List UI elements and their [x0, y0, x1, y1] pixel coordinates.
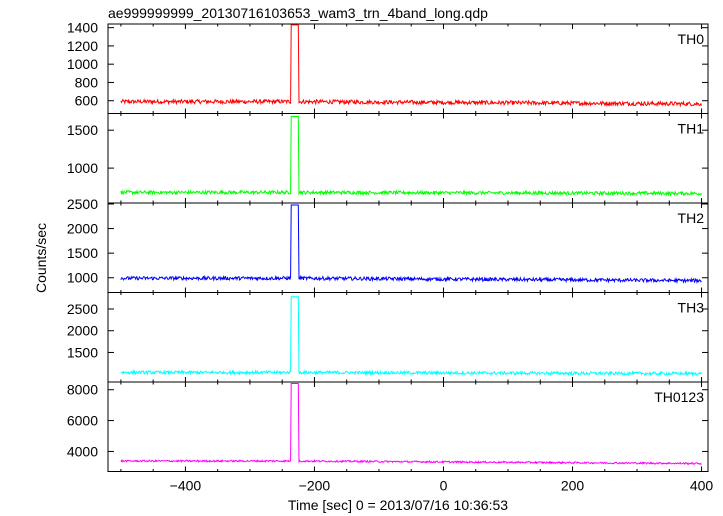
y-tick-label: 2500: [67, 196, 98, 212]
y-tick-label: 1200: [67, 38, 98, 54]
y-tick-label: 4000: [67, 443, 98, 459]
panel-th2: 1000 1500 2000 2500 TH2: [67, 196, 709, 293]
y-tick-label: 6000: [67, 413, 98, 429]
y-tick-label: 1000: [67, 56, 98, 72]
panel-frame: [107, 292, 709, 383]
chart-title: ae999999999_20130716103653_wam3_trn_4ban…: [108, 5, 488, 21]
y-tick-label: 2000: [67, 323, 98, 339]
y-tick-label: 2000: [67, 221, 98, 237]
x-tick-label: −400: [170, 478, 202, 494]
y-tick-label: 800: [75, 74, 99, 90]
y-axis-label: Counts/sec: [33, 223, 49, 293]
panel-frame: [107, 113, 709, 204]
y-tick-label: 1400: [67, 20, 98, 36]
panel-th1: 1000 1500 TH1: [67, 113, 709, 204]
x-tick-label: 200: [561, 478, 585, 494]
y-tick-label: 600: [75, 93, 99, 109]
panel-th0: 600 800 1000 1200 1400 TH0: [67, 20, 709, 114]
y-tick-label: 1000: [67, 270, 98, 286]
x-axis: −400 −200 0 200 400: [170, 478, 714, 494]
panel-label: TH3: [678, 300, 705, 316]
panel-frame: [107, 381, 709, 472]
panel-label: TH0: [678, 31, 705, 47]
panel-group: 600 800 1000 1200 1400 TH0 1000 1500 TH1 1000 1500…: [67, 20, 709, 472]
y-tick-label: 2500: [67, 301, 98, 317]
y-tick-label: 1500: [67, 344, 98, 360]
series-line-th2: [120, 204, 702, 285]
x-tick-label: −200: [299, 478, 331, 494]
panel-th3: 1500 2000 2500 TH3: [67, 292, 709, 383]
series-line-th3: [120, 296, 702, 377]
series-line-th0123: [120, 383, 702, 466]
y-tick-label: 1500: [67, 245, 98, 261]
y-tick-label: 1000: [67, 160, 98, 176]
panel-label: TH2: [678, 210, 705, 226]
panel-th0123: 4000 6000 8000 TH0123: [67, 381, 709, 472]
series-line-th0: [120, 24, 702, 108]
x-tick-label: 400: [690, 478, 714, 494]
x-tick-label: 0: [440, 478, 448, 494]
y-tick-label: 1500: [67, 122, 98, 138]
panel-label: TH0123: [654, 389, 704, 405]
y-tick-label: 8000: [67, 382, 98, 398]
panel-label: TH1: [678, 121, 705, 137]
series-line-th1: [120, 116, 702, 197]
x-axis-label: Time [sec] 0 = 2013/07/16 10:36:53: [288, 497, 508, 513]
